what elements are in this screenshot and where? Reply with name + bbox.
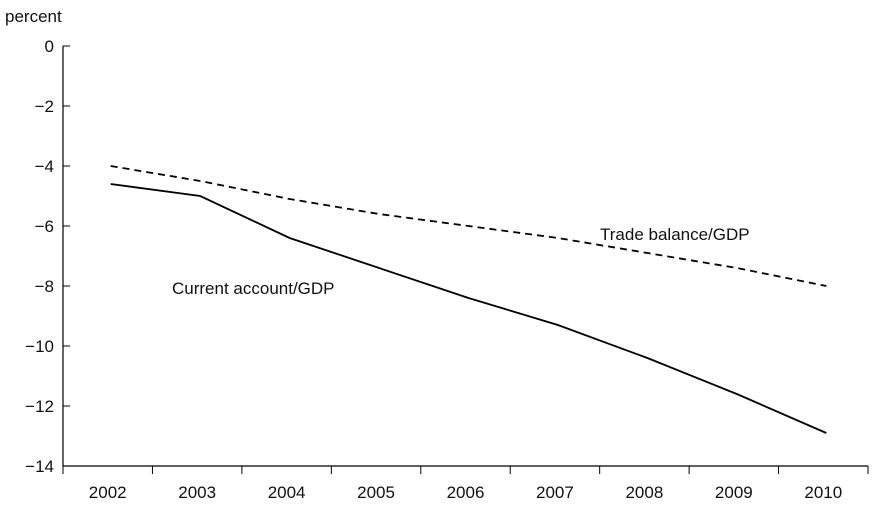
y-tick-label: −12 bbox=[25, 397, 54, 416]
x-tick-label: 2004 bbox=[268, 483, 306, 502]
x-tick-label: 2010 bbox=[804, 483, 842, 502]
x-tick-label: 2007 bbox=[536, 483, 574, 502]
x-tick-label: 2005 bbox=[357, 483, 395, 502]
y-tick-label: −8 bbox=[35, 277, 54, 296]
y-tick-label: −14 bbox=[25, 457, 54, 476]
x-tick-label: 2008 bbox=[625, 483, 663, 502]
series-line-current-account bbox=[110, 183, 827, 434]
x-axis-ticks: 2002 2003 2004 2005 2006 2007 2008 2009 2010 bbox=[62, 466, 869, 502]
y-axis-label: percent bbox=[5, 7, 62, 26]
series-label-trade-balance: Trade balance/GDP bbox=[600, 225, 750, 244]
series-lines bbox=[110, 165, 827, 434]
x-tick-label: 2002 bbox=[89, 483, 127, 502]
y-tick-label: −6 bbox=[35, 217, 54, 236]
axes bbox=[62, 46, 868, 467]
y-tick-label: −4 bbox=[35, 157, 54, 176]
series-line-trade-balance bbox=[110, 165, 827, 287]
x-tick-label: 2009 bbox=[715, 483, 753, 502]
y-tick-label: −10 bbox=[25, 337, 54, 356]
x-tick-label: 2006 bbox=[447, 483, 485, 502]
y-tick-label: −2 bbox=[35, 97, 54, 116]
y-axis-ticks: 0 −2 −4 −6 −8 −10 −12 −14 bbox=[25, 37, 70, 476]
series-label-current-account: Current account/GDP bbox=[172, 279, 335, 298]
x-tick-label: 2003 bbox=[178, 483, 216, 502]
y-tick-label: 0 bbox=[45, 37, 54, 56]
